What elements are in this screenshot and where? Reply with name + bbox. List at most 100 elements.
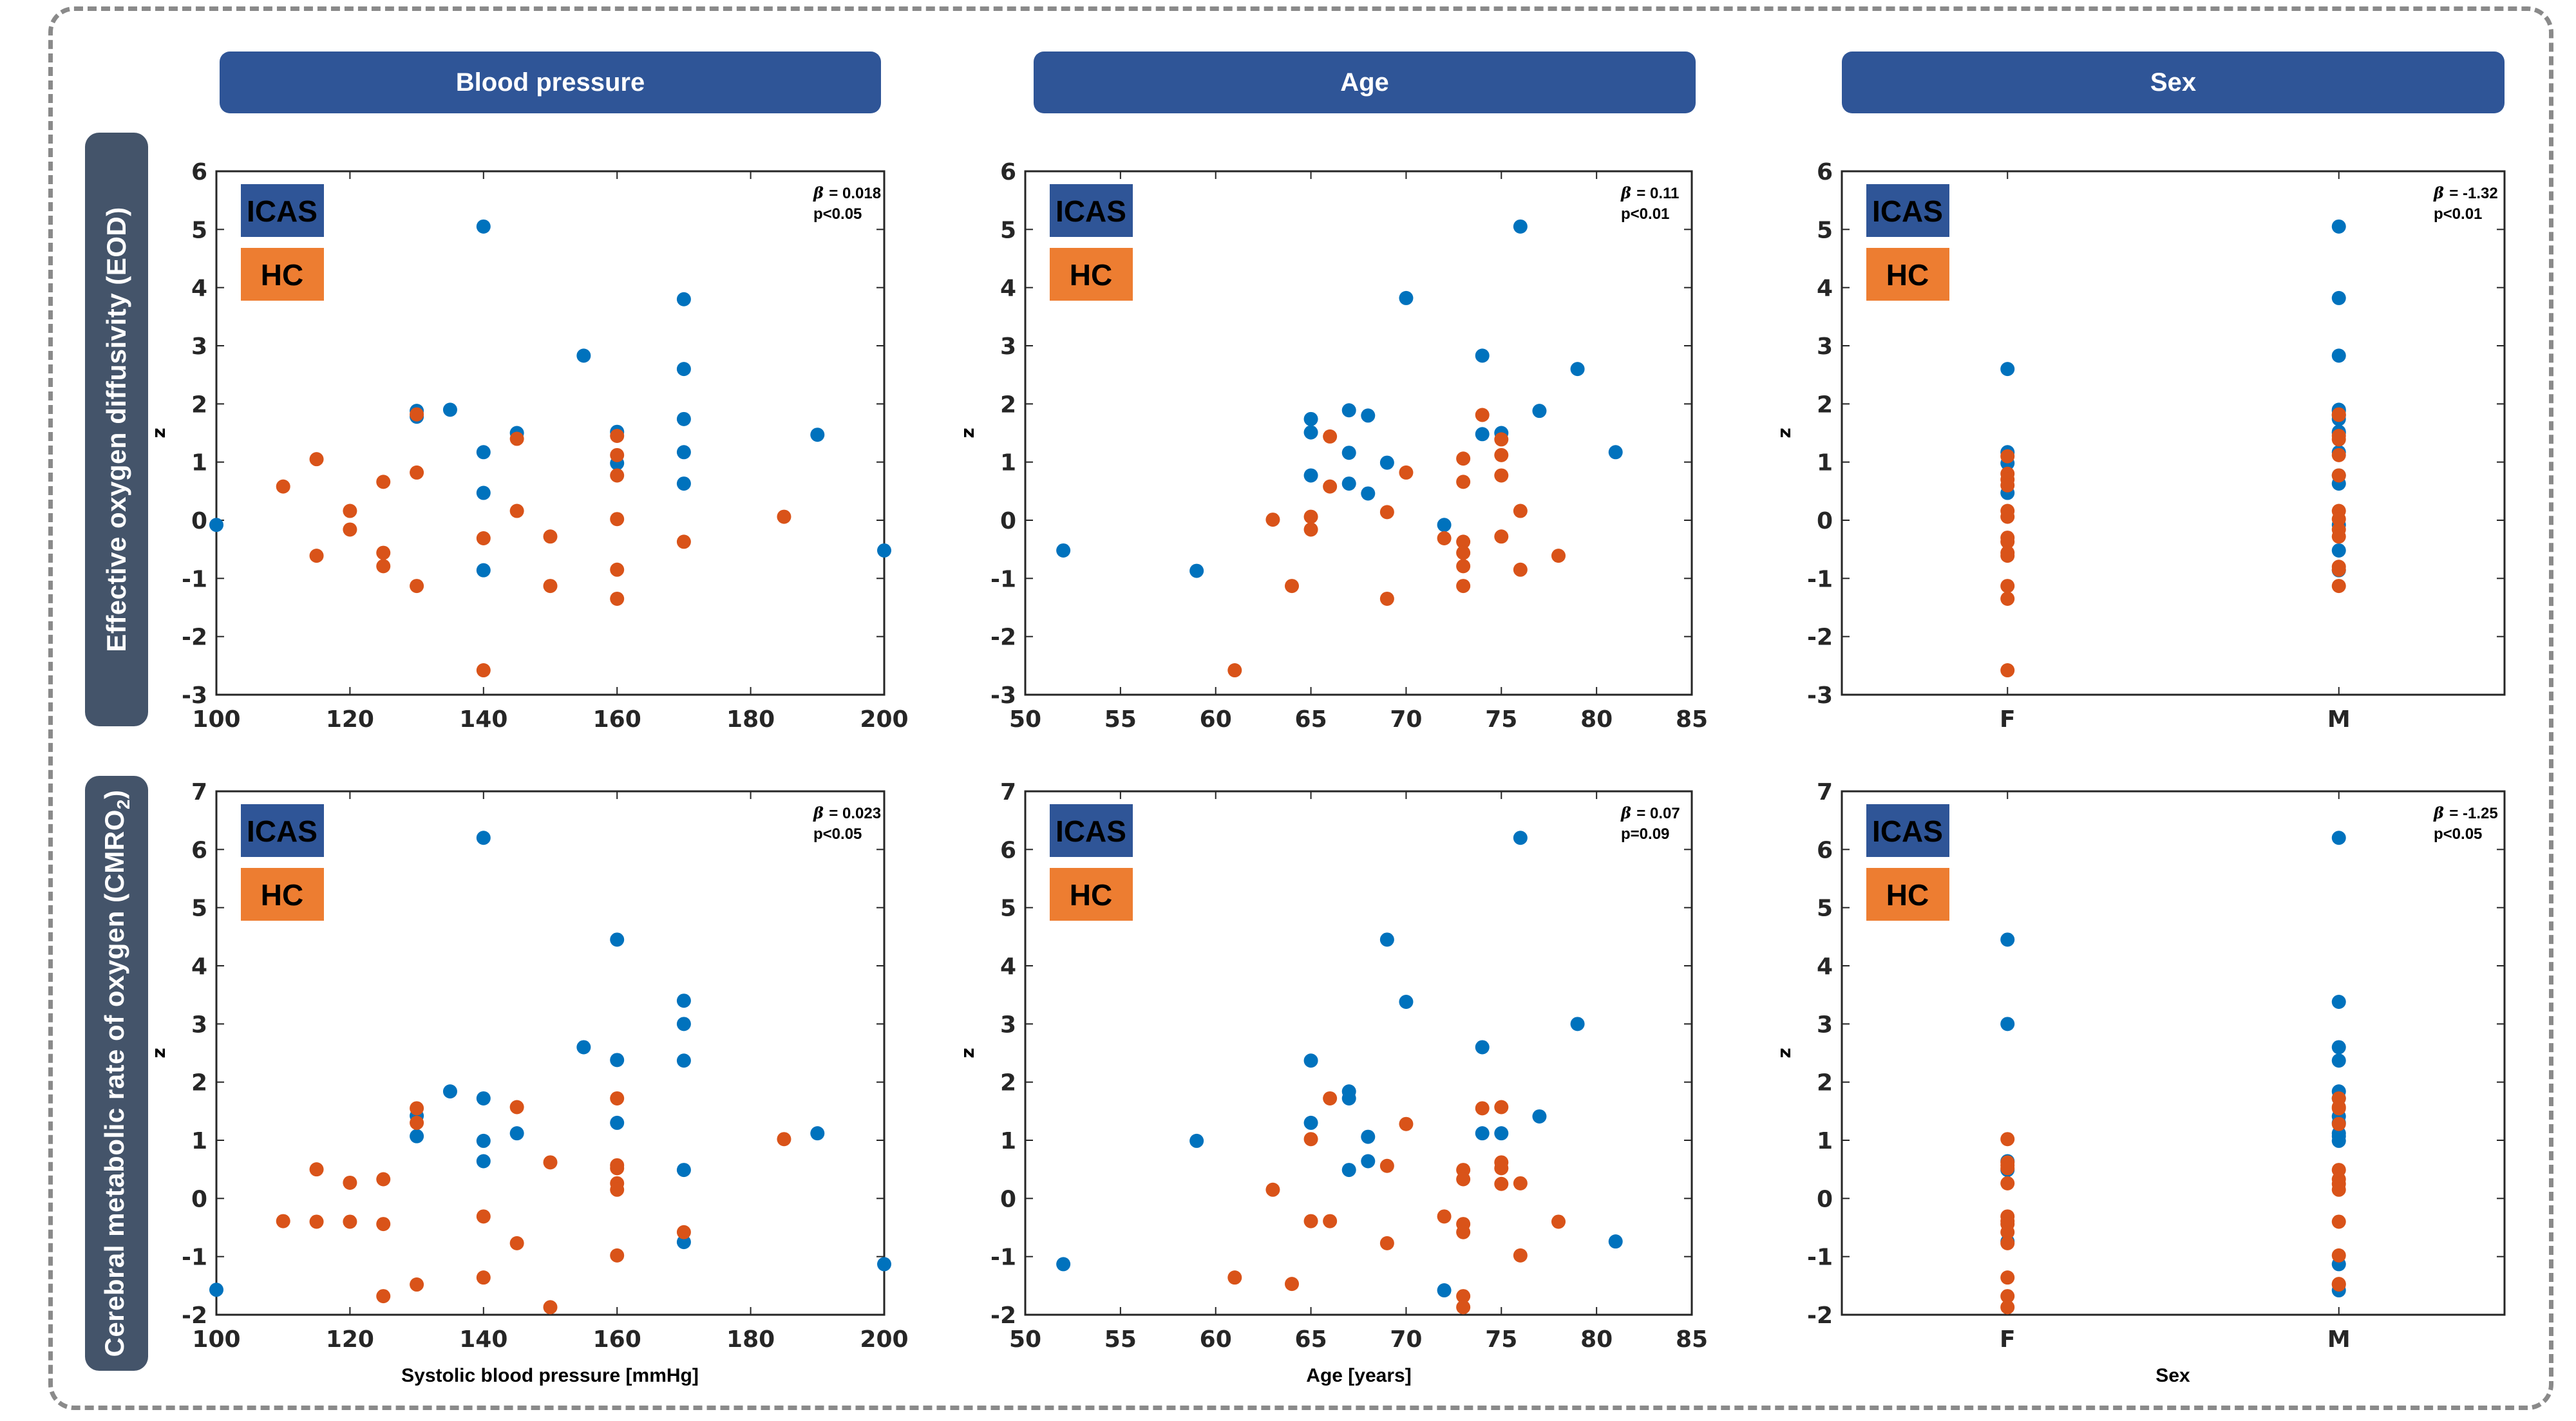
y-tick-label: 0 (1000, 1186, 1016, 1212)
data-point-hc (1303, 1132, 1318, 1147)
axes-box (215, 170, 886, 696)
data-point-hc (1494, 529, 1509, 544)
data-point-hc (2331, 1277, 2346, 1292)
legend-swatch-icas (1866, 804, 1949, 857)
data-point-icas (676, 445, 691, 460)
data-point-hc (2331, 512, 2346, 527)
data-point-hc (1379, 591, 1394, 606)
y-tick-label: 2 (1000, 1070, 1016, 1096)
data-point-icas (676, 1053, 691, 1068)
y-tick-label: 0 (191, 1186, 207, 1212)
data-point-hc (676, 1225, 691, 1239)
y-tick-label: -1 (990, 566, 1016, 592)
legend-swatch-hc (1050, 868, 1133, 921)
figure-frame (48, 6, 2553, 1410)
data-point-icas (1475, 1040, 1490, 1055)
data-point-hc (2331, 1248, 2346, 1263)
data-point-icas (1056, 1257, 1071, 1272)
data-point-hc (610, 1248, 625, 1263)
data-point-hc (2331, 529, 2346, 544)
y-tick-label: 4 (191, 954, 207, 980)
beta-value: = 0.018 (829, 185, 881, 202)
data-point-icas (209, 1283, 223, 1297)
beta-symbol: β (2433, 184, 2449, 202)
data-point-hc (1285, 1277, 1299, 1292)
data-point-hc (610, 1161, 625, 1176)
y-axis-label: z (957, 428, 978, 438)
data-point-icas (676, 1017, 691, 1031)
y-tick-label: 5 (1817, 896, 1833, 922)
legend-label-icas: ICAS (1872, 194, 1943, 228)
data-point-hc (1265, 1182, 1280, 1197)
legend-swatch-hc (1866, 868, 1949, 921)
beta-annotation: β = 0.07 (1620, 804, 1680, 822)
y-tick-label: -3 (1807, 682, 1833, 709)
panel-cmro2-sex: -2 -1 0 1 2 3 4 5 6 7 F Mz ICAS HC β = -1.25 p<0.05 (1774, 779, 2506, 1353)
legend-label-hc: HC (1070, 878, 1112, 912)
y-tick-label: 4 (1817, 954, 1833, 980)
y-tick-label: 3 (191, 1012, 207, 1038)
legend-swatch-icas (241, 804, 324, 857)
axes-box (215, 790, 886, 1316)
data-point-hc (1494, 468, 1509, 483)
data-point-hc (1399, 1116, 1414, 1131)
data-point-hc (2000, 1300, 2015, 1315)
data-point-icas (1379, 455, 1394, 470)
data-point-hc (1303, 522, 1318, 537)
data-point-hc (1475, 1101, 1490, 1116)
data-point-hc (376, 559, 391, 574)
data-point-hc (610, 468, 625, 483)
data-point-hc (309, 1162, 324, 1177)
x-tick-label: 80 (1580, 1326, 1613, 1353)
axes-box (1841, 790, 2506, 1316)
plot-area: -2 -1 0 1 2 3 4 5 6 7 100 120 140 160 180 200 z ICAS HC β =… (148, 779, 909, 1353)
data-point-icas (1513, 831, 1528, 845)
data-point-hc (2000, 591, 2015, 606)
x-tick-label: 85 (1676, 1326, 1708, 1353)
xlabel-blood-pressure: Systolic blood pressure [mmHg] (401, 1365, 699, 1386)
data-point-icas (1341, 1163, 1356, 1178)
data-point-hc (1513, 1248, 1528, 1263)
data-point-icas (1361, 1154, 1376, 1169)
x-tick-label: 180 (726, 706, 775, 733)
data-point-icas (610, 1053, 625, 1068)
data-point-icas (2000, 932, 2015, 947)
beta-symbol: β (1620, 184, 1636, 202)
y-tick-label: 0 (1817, 508, 1833, 534)
y-tick-label: 4 (191, 276, 207, 302)
y-tick-label: 1 (191, 450, 207, 476)
x-tick-label: 160 (593, 1326, 641, 1353)
data-point-hc (2331, 447, 2346, 462)
data-point-hc (2331, 432, 2346, 447)
data-point-hc (543, 1300, 558, 1315)
y-tick-label: -2 (990, 625, 1016, 651)
x-tick-label: 55 (1104, 1326, 1137, 1353)
x-tick-label: 200 (860, 706, 908, 733)
x-tick-label: 50 (1009, 1326, 1041, 1353)
data-point-hc (476, 1270, 491, 1285)
legend-swatch-hc (241, 868, 324, 921)
data-point-hc (410, 407, 424, 422)
data-point-hc (1227, 1270, 1242, 1285)
beta-value: = -1.25 (2449, 805, 2497, 822)
data-point-hc (476, 1209, 491, 1224)
data-point-icas (1399, 995, 1414, 1010)
data-point-icas (576, 1040, 591, 1055)
data-point-hc (1399, 465, 1414, 480)
data-point-hc (509, 1236, 524, 1250)
x-tick-label: 100 (192, 706, 240, 733)
data-point-hc (410, 1115, 424, 1130)
x-tick-label: 65 (1295, 706, 1327, 733)
panel-eod-blood-pressure: -3 -2 -1 0 1 2 3 4 5 6 100 120 140 160 180 200 z ICAS HC β … (148, 159, 909, 733)
data-point-icas (476, 1133, 491, 1148)
data-point-hc (509, 503, 524, 518)
data-point-icas (877, 543, 891, 558)
data-point-icas (2331, 290, 2346, 305)
y-tick-label: 1 (1000, 1128, 1016, 1154)
data-point-icas (2331, 1053, 2346, 1068)
y-tick-label: 4 (1817, 276, 1833, 302)
beta-annotation: β = -1.32 (2433, 184, 2498, 202)
y-tick-label: 1 (1817, 450, 1833, 476)
y-tick-label: 5 (1000, 896, 1016, 922)
x-tick-label: M (2327, 706, 2351, 733)
